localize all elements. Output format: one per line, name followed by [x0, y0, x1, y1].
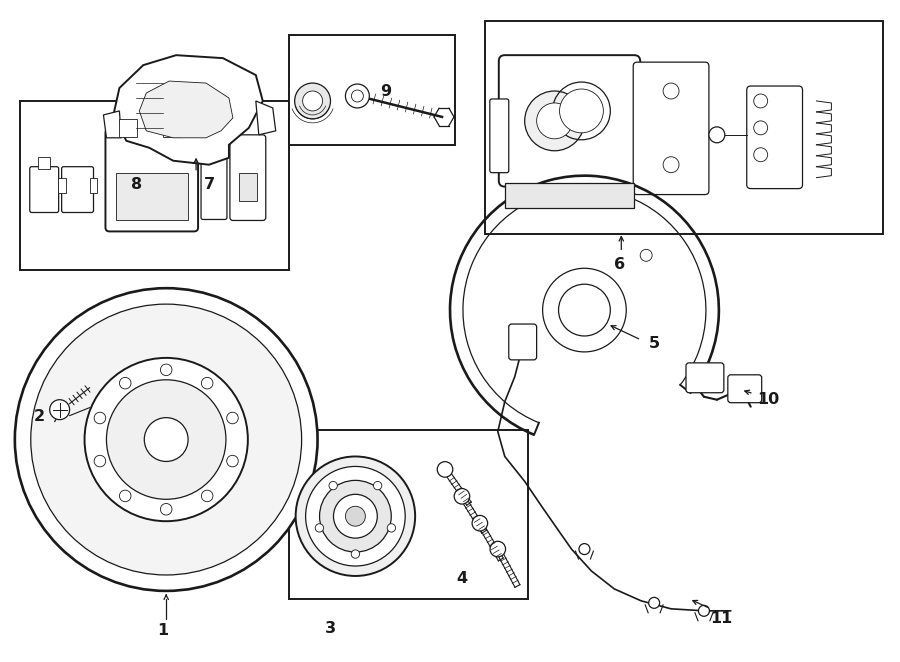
- Circle shape: [640, 250, 652, 261]
- Circle shape: [649, 597, 660, 608]
- Circle shape: [536, 103, 572, 139]
- Text: 5: 5: [649, 336, 660, 352]
- Polygon shape: [140, 81, 233, 138]
- Circle shape: [50, 400, 69, 420]
- Circle shape: [387, 524, 396, 532]
- Bar: [485, 21, 883, 234]
- Bar: [163, 119, 181, 137]
- Circle shape: [543, 268, 626, 352]
- Circle shape: [525, 91, 584, 151]
- Circle shape: [227, 455, 239, 467]
- Circle shape: [437, 461, 453, 477]
- Circle shape: [753, 148, 768, 162]
- Bar: [120, 119, 138, 137]
- Circle shape: [85, 358, 248, 521]
- FancyBboxPatch shape: [686, 363, 724, 393]
- Circle shape: [454, 489, 470, 504]
- Bar: [38, 157, 50, 169]
- Circle shape: [709, 127, 725, 143]
- Circle shape: [120, 377, 131, 389]
- Circle shape: [106, 380, 226, 499]
- FancyBboxPatch shape: [30, 167, 58, 213]
- Circle shape: [120, 490, 131, 502]
- Circle shape: [472, 516, 488, 531]
- Text: 11: 11: [710, 611, 732, 626]
- Bar: [89, 177, 97, 193]
- Bar: [289, 35, 455, 145]
- Bar: [289, 430, 527, 599]
- Circle shape: [663, 157, 679, 173]
- Circle shape: [698, 605, 709, 616]
- Circle shape: [160, 504, 172, 515]
- Circle shape: [346, 506, 365, 526]
- Bar: [116, 173, 188, 220]
- Circle shape: [144, 418, 188, 461]
- Circle shape: [753, 121, 768, 135]
- Circle shape: [351, 550, 360, 558]
- Text: 1: 1: [158, 623, 169, 638]
- Circle shape: [663, 83, 679, 99]
- Text: 6: 6: [614, 257, 625, 272]
- Text: 9: 9: [380, 83, 391, 99]
- FancyBboxPatch shape: [728, 375, 761, 402]
- FancyBboxPatch shape: [634, 62, 709, 195]
- Circle shape: [94, 412, 105, 424]
- Bar: [238, 173, 256, 201]
- Polygon shape: [113, 55, 263, 165]
- FancyBboxPatch shape: [201, 136, 227, 220]
- Circle shape: [559, 284, 610, 336]
- FancyBboxPatch shape: [499, 55, 640, 187]
- Text: 3: 3: [325, 621, 336, 636]
- FancyBboxPatch shape: [747, 86, 803, 189]
- Circle shape: [560, 89, 603, 133]
- Circle shape: [294, 83, 330, 119]
- Circle shape: [202, 377, 213, 389]
- Circle shape: [31, 304, 302, 575]
- Circle shape: [202, 490, 213, 502]
- Circle shape: [346, 84, 369, 108]
- FancyBboxPatch shape: [105, 129, 198, 232]
- Circle shape: [302, 91, 322, 111]
- FancyBboxPatch shape: [61, 167, 94, 213]
- Circle shape: [14, 288, 318, 591]
- Circle shape: [296, 457, 415, 576]
- FancyBboxPatch shape: [230, 135, 266, 220]
- Circle shape: [329, 481, 338, 490]
- FancyBboxPatch shape: [490, 99, 508, 173]
- Circle shape: [315, 524, 324, 532]
- Polygon shape: [256, 101, 275, 135]
- Circle shape: [579, 544, 590, 555]
- FancyBboxPatch shape: [508, 324, 536, 360]
- Circle shape: [320, 481, 392, 552]
- Text: 10: 10: [758, 392, 779, 407]
- Circle shape: [306, 467, 405, 566]
- Text: 4: 4: [456, 571, 467, 587]
- Circle shape: [160, 364, 172, 375]
- Circle shape: [334, 495, 377, 538]
- Circle shape: [227, 412, 239, 424]
- Text: 7: 7: [203, 177, 214, 192]
- Circle shape: [374, 481, 382, 490]
- Text: 8: 8: [130, 177, 142, 192]
- Circle shape: [351, 90, 364, 102]
- Text: 2: 2: [34, 409, 45, 424]
- Bar: [58, 177, 66, 193]
- Polygon shape: [104, 111, 122, 138]
- Bar: [505, 183, 634, 207]
- Circle shape: [490, 542, 506, 557]
- Circle shape: [753, 94, 768, 108]
- Bar: [20, 101, 289, 270]
- Circle shape: [94, 455, 105, 467]
